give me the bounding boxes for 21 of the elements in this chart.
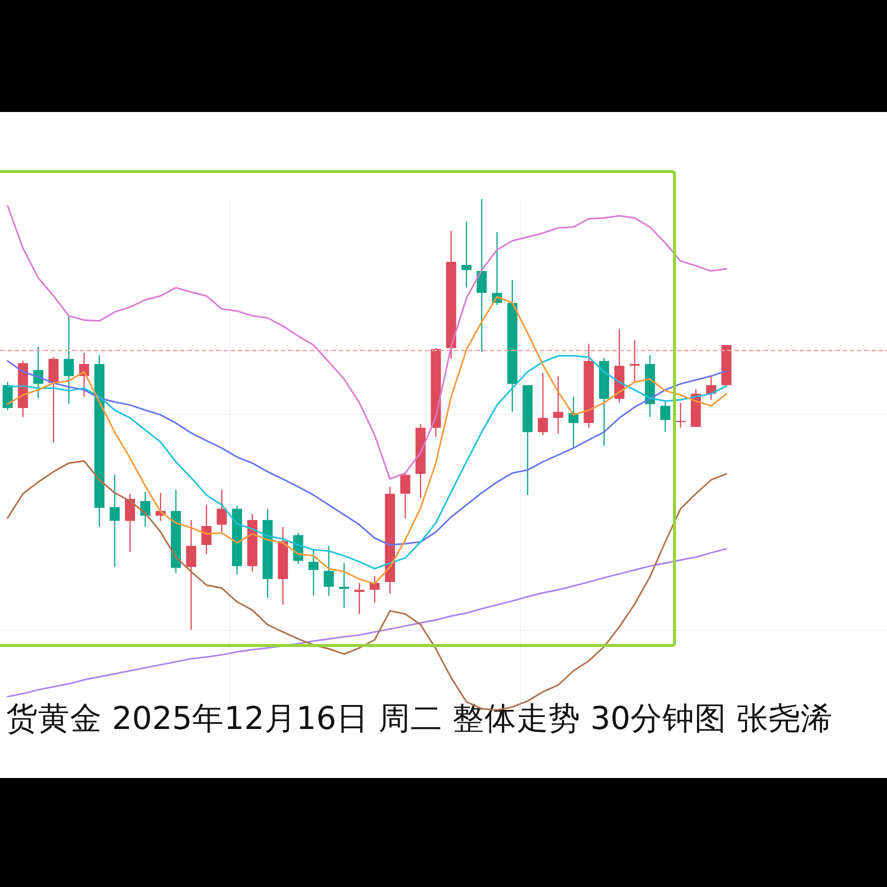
candlestick <box>140 491 150 528</box>
candlestick <box>370 575 380 604</box>
candlestick <box>2 382 13 411</box>
candlestick <box>476 198 487 353</box>
candlestick <box>124 493 136 552</box>
candlestick <box>110 474 120 568</box>
candlestick <box>324 545 334 596</box>
candlestick <box>64 315 74 405</box>
candlestick <box>201 504 212 555</box>
candlestick <box>553 375 564 434</box>
candlestick <box>308 548 319 596</box>
candlestick <box>33 346 44 399</box>
candlestick <box>538 372 548 436</box>
candlestick <box>660 401 670 433</box>
candlestick <box>400 473 410 520</box>
text: 货黄金 2025年12月16日 周二 整体走势 30分钟图 张尧浠 <box>6 701 832 737</box>
candlestick <box>461 221 472 288</box>
candlestick <box>216 489 227 533</box>
candlestick <box>354 582 364 615</box>
candlestick <box>339 562 350 608</box>
candlestick <box>186 519 196 630</box>
